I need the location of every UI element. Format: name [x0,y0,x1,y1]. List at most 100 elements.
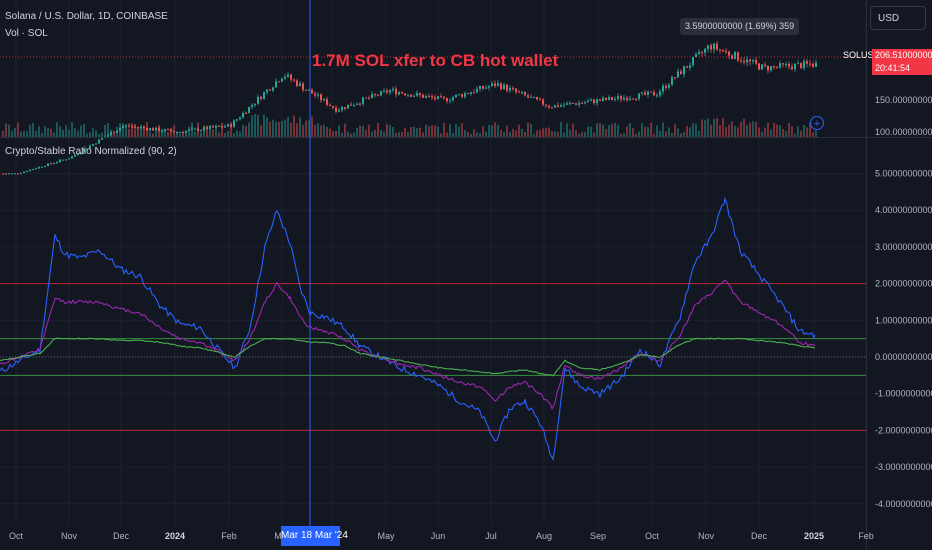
price-candle [353,104,355,106]
price-candle [287,74,289,77]
volume-bar [173,125,175,137]
price-candle [644,92,646,95]
volume-bar [725,127,727,137]
price-candle [344,107,346,109]
price-candle [320,94,322,101]
volume-bar [722,118,724,137]
price-candle [35,168,37,170]
volume-bar [35,131,37,137]
price-candle [647,91,649,95]
price-candle [332,105,334,108]
price-candle [614,98,616,100]
chart-annotation[interactable]: 1.7M SOL xfer to CB hot wallet [312,51,559,70]
add-alert-button[interactable]: + [810,116,824,130]
volume-bar [563,132,565,137]
volume-bar [140,124,142,137]
price-candle [527,95,529,98]
volume-bar [398,132,400,137]
currency-button[interactable]: USD [870,6,926,30]
volume-bar [437,126,439,137]
price-candle [719,49,721,51]
volume-bar [5,123,7,137]
price-candle [392,88,394,91]
volume-bar [368,124,370,137]
volume-bar [89,132,91,137]
volume-bar [704,120,706,137]
price-candle [680,71,682,75]
volume-bar [776,124,778,137]
price-candle [368,97,370,99]
price-candle [143,127,145,129]
price-candle [74,154,76,157]
volume-bar [785,131,787,137]
price-candle [539,99,541,101]
volume-bar [527,122,529,137]
volume-bar [596,123,598,137]
volume-bar [287,117,289,137]
volume-bar [263,114,265,137]
price-candle [170,129,172,132]
volume-bar [260,125,262,137]
time-axis[interactable]: OctNovDec2024FebMarAprMayJunJulAugSepOct… [9,531,874,541]
volume-bar [473,129,475,137]
price-candle [671,77,673,85]
time-tick-label: Nov [698,531,715,541]
price-candle [605,97,607,100]
indicator-lines[interactable] [0,196,816,462]
price-candle [416,93,418,96]
volume-bar [476,132,478,137]
price-candle [194,128,196,130]
symbol-title[interactable]: Solana / U.S. Dollar, 1D, COINBASE [5,11,168,22]
volume-bar [200,132,202,137]
volume-bar [548,127,550,137]
indicator-tick-label: 2.0000000000 [875,279,932,289]
volume-bar [404,128,406,137]
price-candles[interactable] [2,41,817,175]
price-candle [677,71,679,78]
price-candle [86,148,88,150]
price-candle [620,96,622,100]
indicator-legend[interactable]: Crypto/Stable Ratio Normalized (90, 2) [5,146,177,157]
volume-bar [683,132,685,137]
volume-bar [629,123,631,137]
price-candle [425,96,427,98]
volume-legend[interactable]: Vol · SOL [5,28,48,39]
volume-bar [464,129,466,137]
price-candle [461,94,463,97]
volume-bar [134,124,136,137]
volume-bar [659,130,661,137]
volume-bar [299,117,301,137]
price-candle [815,62,817,67]
volume-bar [731,121,733,137]
volume-bar [353,132,355,137]
volume-bar [719,125,721,137]
price-candle [401,92,403,94]
volume-bar [356,128,358,137]
price-candle [422,94,424,98]
price-candle [38,166,40,169]
price-candle [665,85,667,88]
price-candle [254,103,256,106]
price-candle [245,112,247,114]
volume-bar [590,126,592,137]
time-tick-label: Feb [858,531,874,541]
price-candle [155,127,157,131]
volume-bar [788,122,790,137]
price-axis[interactable]: 5.0000000000 4.0000000000 3.0000000000 2.00… [875,95,932,509]
price-candle [260,96,262,99]
volume-bar [521,128,523,137]
volume-bar [599,122,601,137]
price-candle [305,89,307,91]
price-candle [152,128,154,131]
time-tick-label: Aug [536,531,552,541]
price-candle [239,117,241,120]
volume-bar [269,122,271,137]
price-candle [683,66,685,75]
price-candle [329,104,331,106]
price-candle [293,79,295,81]
volume-bar [557,131,559,137]
volume-bar [539,130,541,137]
volume-bar [347,131,349,137]
volume-bar [713,118,715,137]
